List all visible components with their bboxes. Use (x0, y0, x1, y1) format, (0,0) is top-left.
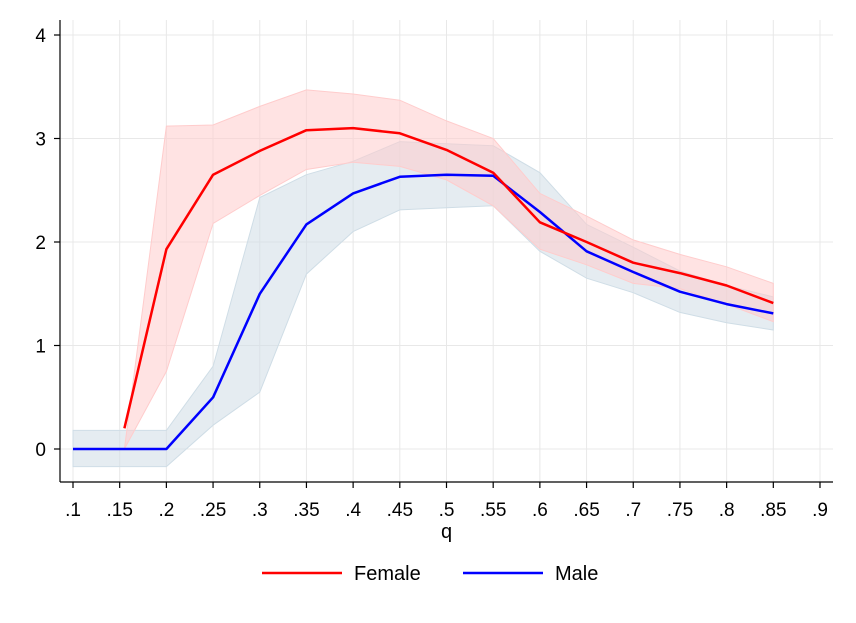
x-tick-label: .3 (252, 500, 268, 521)
x-tick-label: .55 (480, 500, 506, 521)
x-tick-label: .35 (293, 500, 319, 521)
y-tick-label: 1 (35, 337, 46, 358)
legend: Female Male (262, 563, 598, 585)
line-male (73, 173, 774, 451)
x-tick-label: .8 (719, 500, 735, 521)
x-tick-label: .85 (760, 500, 786, 521)
x-tick-label: .65 (573, 500, 599, 521)
x-tick-label: .7 (625, 500, 641, 521)
line-female (123, 126, 774, 429)
x-tick-label: .15 (106, 500, 132, 521)
x-tick-label: .75 (667, 500, 693, 521)
x-tick-label: .4 (345, 500, 361, 521)
band-male (72, 141, 774, 468)
x-tick-label: .5 (439, 500, 455, 521)
x-tick-label: .2 (158, 500, 174, 521)
y-tick-label: 4 (35, 26, 46, 47)
x-tick-label: .25 (200, 500, 226, 521)
x-axis-label: q (441, 521, 452, 543)
axes: 0 1 2 3 4 .1 .15 .2 .25 .3 .35 .4 .45 .5 .55 .6 .65 .7 .75… (35, 20, 833, 521)
confidence-bands (72, 89, 774, 468)
y-tick-label: 2 (35, 233, 46, 254)
x-tick-label: .9 (812, 500, 828, 521)
x-tick-label: .6 (532, 500, 548, 521)
y-tick-label: 3 (35, 130, 46, 151)
series-lines (73, 126, 774, 451)
x-tick-label: .1 (65, 500, 81, 521)
legend-label-female: Female (354, 563, 421, 585)
legend-label-male: Male (555, 563, 598, 585)
x-tick-label: .45 (387, 500, 413, 521)
y-tick-label: 0 (35, 440, 46, 461)
